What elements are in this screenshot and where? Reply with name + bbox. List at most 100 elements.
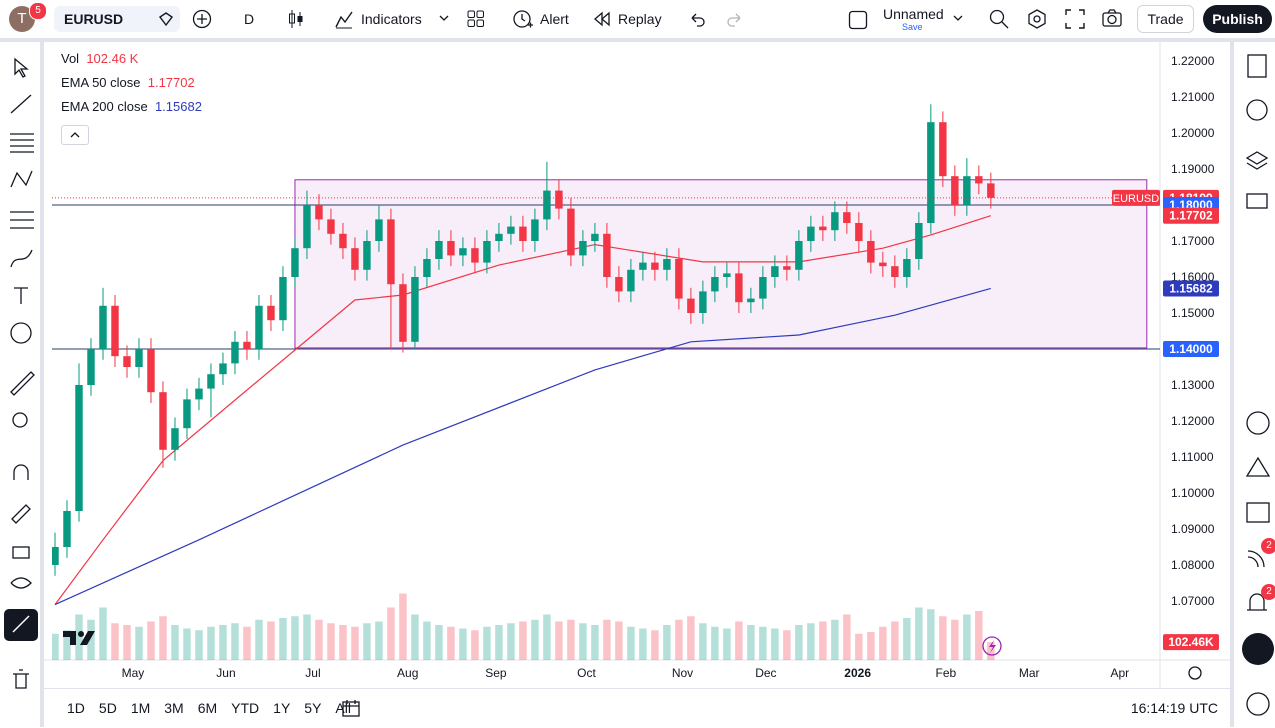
candle-body [807,226,815,241]
indicators-icon[interactable] [334,9,354,29]
publish-button[interactable]: Publish [1203,5,1272,33]
volume-bar [471,630,479,660]
alert-icon[interactable] [512,8,534,30]
fullscreen-button[interactable] [1064,8,1086,30]
hide-tool[interactable] [10,577,32,589]
clock[interactable]: 16:14:19 UTC [1130,700,1218,716]
volume-bar [99,607,107,660]
ema-label: 1.15682 [1169,281,1213,295]
candle-body [627,269,635,292]
replay-button[interactable]: Replay [618,11,662,27]
range-button[interactable]: 5Y [304,700,322,716]
stay-in-draw[interactable] [11,504,31,524]
trend-line-tool[interactable] [10,94,32,114]
y-tick-label: 1.13000 [1171,378,1215,392]
apps[interactable] [1242,633,1274,665]
x-tick-label: Mar [1019,666,1040,680]
volume-bar [111,623,119,660]
collapse-legend[interactable] [61,125,89,145]
volume-bar [519,621,527,660]
snapshot-button[interactable] [1101,8,1123,30]
symbol-search[interactable]: EURUSD [54,6,180,32]
candle-body [75,384,83,511]
redo-button[interactable] [726,10,744,28]
zoom-tool[interactable] [12,412,28,428]
range-button[interactable]: 1D [67,700,85,716]
emoji-tool[interactable] [10,322,32,344]
measure-tool[interactable] [10,371,35,396]
delete-tool[interactable] [13,669,29,689]
undo-button[interactable] [688,10,706,28]
help[interactable] [1246,692,1270,716]
layout-name[interactable]: Unnamed [883,6,944,22]
candle-body [735,273,743,303]
axis-settings[interactable] [1188,666,1202,680]
forecast-tool[interactable] [10,211,34,229]
volume-bar [951,619,959,660]
indicators-button[interactable]: Indicators [361,11,422,27]
candle-body [315,204,323,220]
watchlist[interactable] [1247,54,1267,78]
quick-search[interactable] [988,8,1010,30]
notifications[interactable] [1247,593,1267,611]
right-icons [1242,54,1274,716]
x-tick-label: Feb [935,666,956,680]
range-button[interactable]: 3M [164,700,184,716]
y-tick-label: 1.12000 [1171,414,1215,428]
candle-body [759,276,767,299]
cursor-tool[interactable] [14,57,29,78]
candle-body [339,233,347,249]
candle-body [291,248,299,277]
volume-bar [327,623,335,660]
volume-bar [567,619,575,660]
candle-body [771,266,779,277]
lightning-button[interactable] [982,636,1002,656]
chat[interactable] [1246,193,1268,209]
volume-label-bg [1163,634,1219,651]
brush-tool[interactable] [10,249,33,268]
candle-body [675,258,683,299]
range-button[interactable]: 1M [130,700,151,716]
range-button[interactable]: 1Y [273,700,291,716]
y-tick-label: 1.15000 [1171,306,1215,320]
volume-bar [483,626,491,660]
range-button[interactable]: 5D [98,700,117,716]
volume-bar [63,630,71,660]
interval[interactable]: D [244,11,255,27]
screener[interactable] [1246,411,1270,435]
text-tool[interactable] [14,287,28,304]
ideas-stream[interactable] [1247,550,1265,568]
chart-type-button[interactable] [286,8,306,30]
volume-bar [243,626,251,660]
object-tree[interactable] [1245,151,1269,170]
calendar[interactable] [1246,502,1270,523]
candle-body [579,240,587,256]
pine[interactable] [1245,456,1271,477]
pattern-tool[interactable] [10,170,33,188]
candle-body [327,219,335,234]
range-button[interactable]: YTD [231,700,260,716]
magnet-tool[interactable] [13,464,29,480]
ema-label-bg [1163,280,1219,297]
fib-tool[interactable] [10,133,34,153]
lock-tool[interactable] [12,546,30,559]
layout-checkbox[interactable] [848,10,868,30]
trade-button[interactable]: Trade [1137,5,1194,33]
legend-label: Vol [61,51,80,66]
chevron[interactable] [952,14,964,24]
volume-bar [591,625,599,660]
save-label[interactable]: Save [902,22,923,32]
templates-button[interactable] [467,10,485,28]
alert-button[interactable]: Alert [540,11,569,27]
chevron[interactable] [438,14,450,24]
logo-shape [63,631,95,645]
candle-body [915,222,923,259]
range-button[interactable]: 6M [197,700,218,716]
volume-bar [363,623,371,660]
settings-button[interactable] [1026,8,1048,30]
alerts[interactable] [1246,99,1268,121]
goto-date[interactable] [341,698,361,718]
volume-bar [879,626,887,660]
compare-button[interactable] [192,9,212,29]
replay-icon[interactable] [593,11,611,27]
